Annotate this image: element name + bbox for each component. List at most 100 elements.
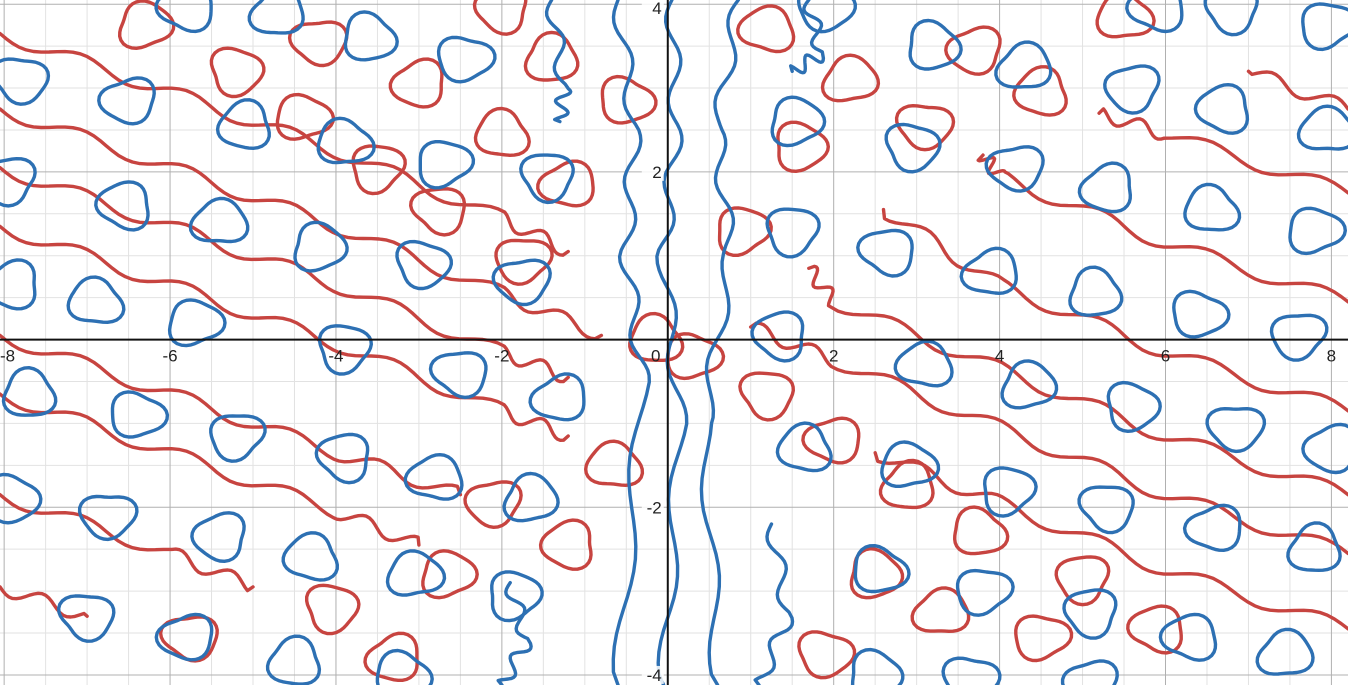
blue-loop-48: [884, 122, 942, 174]
blue-vertical-curves: [496, 0, 826, 685]
blue-loop-60: [893, 339, 954, 388]
blue-loop-75: [1255, 627, 1315, 676]
red-loop-6: [351, 144, 407, 196]
red-curve-3: [0, 224, 570, 442]
red-loop-8: [536, 159, 595, 208]
red-curve-7: [0, 585, 89, 619]
red-loop-18: [1012, 65, 1068, 117]
blue-loop-72: [955, 568, 1015, 617]
blue-loop-21: [528, 372, 586, 422]
x-tick-label: 8: [1327, 347, 1336, 366]
red-curve-9: [749, 321, 1348, 556]
red-loop-13: [736, 4, 796, 54]
y-tick-label-bg: [641, 498, 664, 517]
blue-loop-45: [1193, 83, 1250, 135]
red-loop-34: [421, 549, 479, 600]
blue-loop-50: [1077, 161, 1132, 214]
y-tick-label: -2: [647, 498, 662, 517]
blue-loop-64: [1301, 422, 1348, 475]
blue-loop-25: [314, 432, 370, 485]
blue-loop-67: [983, 466, 1038, 518]
blue-loop-0: [0, 57, 51, 106]
blue-loop-36: [265, 634, 322, 685]
red-curve-4: [0, 333, 463, 497]
blue-loop-47: [770, 95, 827, 148]
blue-loop-40: [1125, 0, 1184, 34]
y-tick-label: -4: [647, 666, 662, 685]
blue-loop-33: [490, 570, 544, 623]
x-tick-label: 2: [829, 347, 838, 366]
red-loop-32: [538, 518, 593, 571]
blue-loop-76: [850, 647, 905, 685]
blue-loop-44: [1103, 64, 1161, 115]
blue-loop-46: [1296, 104, 1348, 151]
red-curve-1: [0, 107, 604, 341]
red-curve-10: [807, 264, 1348, 497]
red-loop-4: [473, 106, 531, 157]
red-curve-6: [0, 493, 255, 593]
blue-loop-22: [1, 366, 58, 417]
blue-curve-6: [496, 581, 533, 685]
blue-loop-15: [491, 258, 552, 307]
x-tick-label: -4: [328, 347, 343, 366]
blue-loop-58: [1269, 313, 1329, 362]
red-loop-37: [363, 631, 419, 682]
red-loop-11: [494, 238, 554, 286]
red-loop-26: [1054, 555, 1111, 607]
red-loop-12: [472, 0, 528, 36]
red-curve-8: [873, 451, 1348, 631]
blue-loop-2: [215, 98, 271, 150]
blue-curve-1: [655, 0, 689, 685]
x-tick-label: -8: [0, 347, 15, 366]
blue-loop-38: [1301, 2, 1348, 52]
red-loop-21: [738, 371, 795, 422]
blue-loop-73: [1062, 588, 1118, 640]
blue-loop-49: [984, 145, 1045, 193]
blue-loop-1: [97, 76, 156, 126]
blue-loop-54: [856, 228, 914, 278]
red-loop-16: [894, 104, 956, 152]
blue-loop-74: [1158, 612, 1218, 662]
red-curve-5: [0, 392, 421, 547]
x-tick-label: 0: [651, 347, 660, 366]
blue-loop-78: [1060, 659, 1119, 685]
blue-loop-24: [209, 414, 267, 463]
blue-loop-66: [880, 440, 941, 488]
red-loop-28: [910, 586, 971, 633]
blue-loop-68: [1077, 485, 1135, 535]
red-loop-30: [797, 630, 857, 680]
red-curve-13: [1097, 107, 1348, 195]
blue-loop-39: [1203, 0, 1259, 37]
x-tick-label: -2: [494, 347, 509, 366]
blue-loop-16: [0, 258, 37, 311]
blue-loop-9: [436, 35, 497, 84]
blue-loop-52: [1288, 206, 1347, 256]
y-tick-label: 4: [652, 0, 661, 18]
y-tick-label-bg: [641, 0, 664, 17]
red-loop-19: [1095, 0, 1156, 39]
blue-loop-13: [293, 220, 349, 273]
blue-loop-59: [750, 310, 805, 363]
blue-loop-23: [110, 390, 170, 439]
x-tick-label: 4: [995, 347, 1004, 366]
red-loop-2: [287, 20, 349, 68]
blue-loop-43: [796, 0, 857, 34]
blue-loop-32: [385, 549, 447, 597]
blue-loop-42: [908, 18, 963, 71]
red-loop-22: [801, 416, 861, 465]
blue-loop-8: [343, 10, 399, 62]
red-loop-5: [275, 92, 336, 141]
blue-curve-0: [611, 0, 651, 685]
x-tick-label: -6: [162, 347, 177, 366]
blue-loop-6: [154, 0, 213, 34]
blue-loop-70: [1286, 521, 1342, 572]
blue-loop-30: [190, 511, 246, 563]
blue-curve-5: [753, 522, 795, 685]
y-tick-label: 2: [652, 163, 661, 182]
red-loop-7: [409, 187, 466, 237]
blue-loop-26: [403, 453, 464, 501]
blue-loop-56: [1068, 265, 1124, 317]
